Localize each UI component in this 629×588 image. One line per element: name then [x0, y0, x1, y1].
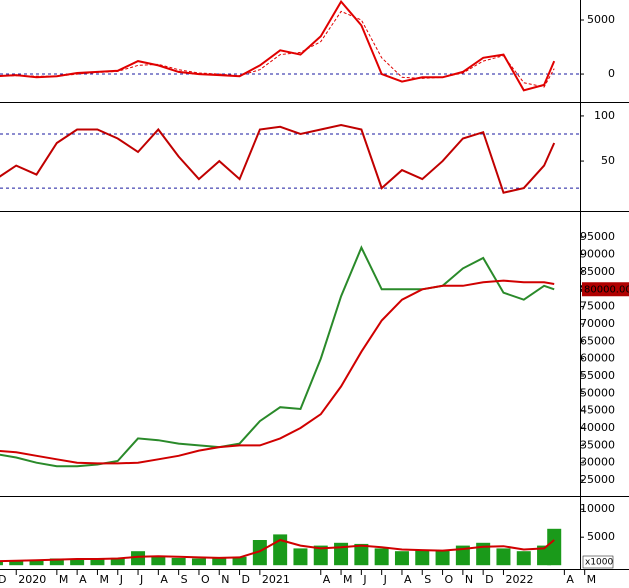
- unit-box: [582, 555, 614, 569]
- x-tick-label: 2022: [505, 573, 533, 586]
- x-tick-label: J: [383, 573, 387, 586]
- y-tick-label: 40000: [580, 421, 615, 434]
- y-tick-label: 30000: [580, 456, 615, 469]
- volume-bar: [110, 557, 125, 566]
- volume-bar: [293, 548, 308, 566]
- x-tick-label: S: [181, 573, 188, 586]
- last-price-box: [582, 282, 629, 297]
- volume-bar: [547, 528, 562, 566]
- volume-bar: [354, 543, 369, 566]
- x-tick-label: A: [79, 573, 87, 586]
- volume-bar: [516, 551, 531, 566]
- volume-bar: [232, 556, 247, 566]
- x-tick-label: 2020: [18, 573, 46, 586]
- series-line: [0, 538, 555, 563]
- x-tick-label: D: [242, 573, 250, 586]
- last-price-label: 80000.00: [584, 284, 629, 295]
- volume-bar: [70, 559, 85, 566]
- x-tick-label: M: [587, 573, 597, 586]
- y-tick-label: 75000: [580, 300, 615, 313]
- x-tick-label: J: [139, 573, 143, 586]
- y-tick-label: 95000: [580, 230, 615, 243]
- volume-bar: [9, 560, 24, 566]
- y-tick-label: 25000: [580, 473, 615, 486]
- volume-bar: [252, 540, 267, 566]
- y-tick-label: 55000: [580, 369, 615, 382]
- x-tick-label: J: [119, 573, 123, 586]
- y-tick-label: 50: [601, 154, 615, 167]
- x-tick-label: D: [485, 573, 493, 586]
- x-tick-label: N: [221, 573, 229, 586]
- x-tick-label: J: [362, 573, 366, 586]
- x-tick-label: S: [424, 573, 431, 586]
- y-tick-label: 100: [594, 109, 615, 122]
- x-tick-label: O: [445, 573, 454, 586]
- volume-bar: [394, 551, 409, 566]
- y-tick-label: 5000: [587, 530, 615, 543]
- volume-bar: [171, 557, 186, 566]
- y-tick-label: 10000: [580, 502, 615, 515]
- y-tick-label: 60000: [580, 352, 615, 365]
- frame: [0, 0, 629, 570]
- y-tick-label: 90000: [580, 248, 615, 261]
- y-tick-label: 45000: [580, 404, 615, 417]
- unit-label: x1000: [585, 558, 614, 568]
- volume-bar: [49, 558, 64, 566]
- volume-bar: [374, 548, 389, 566]
- y-tick-label: 35000: [580, 438, 615, 451]
- volume-bar: [90, 558, 105, 566]
- x-tick-label: D: [0, 573, 6, 586]
- series-line: [0, 279, 555, 465]
- volume-bar: [212, 557, 227, 566]
- x-tick-label: 2021: [262, 573, 290, 586]
- volume-bar: [151, 556, 166, 566]
- y-tick-label: 50000: [580, 386, 615, 399]
- series-line: [0, 245, 555, 468]
- volume-bar: [29, 559, 44, 566]
- x-tick-label: A: [323, 573, 331, 586]
- volume-bar: [191, 558, 206, 566]
- series-line: [0, 10, 555, 88]
- series-line: [0, 123, 556, 194]
- x-tick-label: M: [99, 573, 109, 586]
- volume-bar: [496, 548, 511, 566]
- volume-bar: [313, 545, 328, 566]
- y-tick-label: 85000: [580, 265, 615, 278]
- y-tick-label: 70000: [580, 317, 615, 330]
- y-tick-label: 65000: [580, 334, 615, 347]
- volume-bar: [131, 551, 146, 566]
- volume-bar: [476, 542, 491, 566]
- x-tick-label: N: [465, 573, 473, 586]
- x-tick-label: A: [404, 573, 412, 586]
- volume-bar: [435, 550, 450, 566]
- y-tick-label: 5000: [587, 13, 615, 26]
- x-tick-label: M: [343, 573, 353, 586]
- series-line: [0, 0, 556, 92]
- x-tick-label: A: [566, 573, 574, 586]
- volume-bar: [455, 545, 470, 566]
- x-tick-label: A: [160, 573, 168, 586]
- x-tick-label: M: [59, 573, 69, 586]
- volume-bar: [415, 549, 430, 566]
- volume-bar: [0, 560, 3, 566]
- y-tick-label: 0: [608, 67, 615, 80]
- x-tick-label: O: [201, 573, 210, 586]
